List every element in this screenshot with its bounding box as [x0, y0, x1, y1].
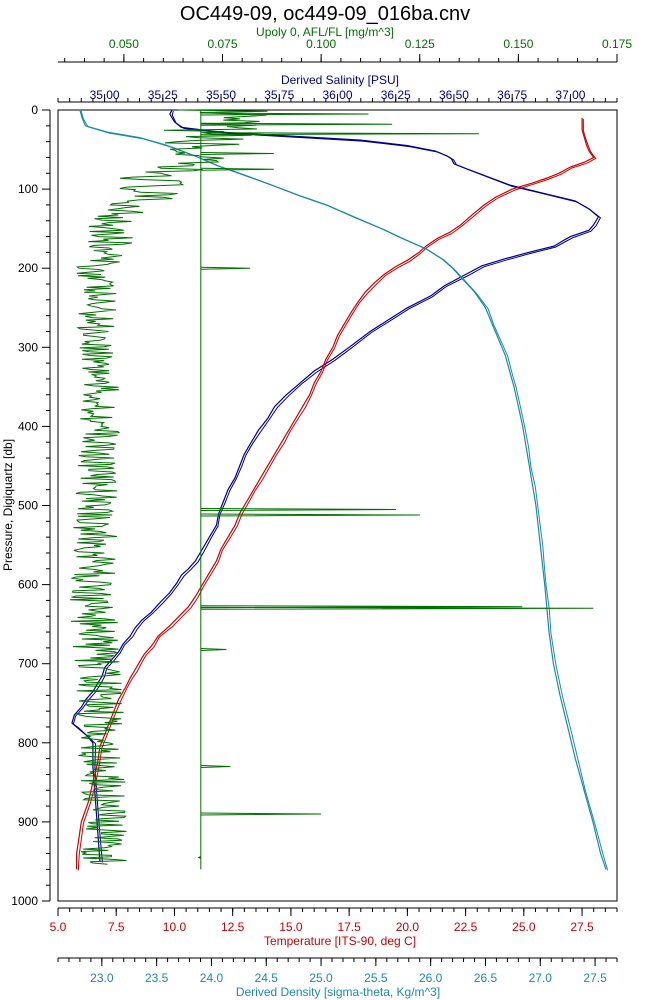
- temperature-profile-line: [76, 117, 595, 870]
- fluorescence-spike: [200, 167, 274, 171]
- chart-title: OC449-09, oc449-09_016ba.cnv: [180, 3, 470, 25]
- density-tick-label: 23.5: [145, 971, 169, 985]
- fluorescence-spike: [197, 856, 202, 859]
- temperature-tick-label: 15.0: [279, 920, 303, 934]
- density-tick-label: 27.0: [529, 971, 553, 985]
- pressure-tick-label: 0: [31, 103, 38, 117]
- temperature-tick-label: 10.0: [163, 920, 187, 934]
- fluorescence-spike: [200, 132, 479, 136]
- density-tick-label: 25.5: [364, 971, 388, 985]
- pressure-tick-label: 400: [18, 419, 38, 433]
- fluorescence-trace: [69, 109, 268, 865]
- density-axis: Derived Density [sigma-theta, Kg/m^3] 23…: [57, 957, 618, 999]
- salinity-axis-title: Derived Salinity [PSU]: [281, 73, 399, 87]
- fluorescence-spike: [200, 765, 231, 768]
- fluorescence-tick-label: 0.075: [207, 37, 237, 51]
- series-layer: [69, 109, 609, 871]
- temperature-tick-label: 27.5: [570, 920, 594, 934]
- temperature-profile-line-second-cast: [77, 118, 597, 871]
- pressure-tick-label: 300: [18, 340, 38, 354]
- temperature-tick-label: 17.5: [337, 920, 361, 934]
- density-axis-title: Derived Density [sigma-theta, Kg/m^3]: [236, 985, 440, 999]
- fluorescence-axis-title: Upoly 0, AFL/FL [mg/m^3]: [256, 25, 394, 39]
- fluorescence-tick-label: 0.175: [602, 37, 632, 51]
- pressure-tick-label: 100: [18, 182, 38, 196]
- density-tick-label: 25.0: [309, 971, 333, 985]
- fluorescence-tick-label: 0.050: [109, 37, 139, 51]
- temperature-axis-title: Temperature [ITS-90, deg C]: [264, 934, 416, 948]
- pressure-tick-label: 900: [18, 815, 38, 829]
- pressure-tick-label: 800: [18, 736, 38, 750]
- fluorescence-spike: [200, 513, 420, 517]
- salinity-tick-label: 36.75: [497, 88, 527, 102]
- fluorescence-tick-label: 0.125: [405, 37, 435, 51]
- fluorescence-axis: Upoly 0, AFL/FL [mg/m^3] 0.050 0.075 0.100…: [58, 25, 632, 63]
- temperature-tick-label: 7.5: [108, 920, 125, 934]
- temperature-tick-label: 12.5: [221, 920, 245, 934]
- salinity-tick-label: 35.25: [148, 88, 178, 102]
- fluorescence-spike: [200, 266, 251, 270]
- fluorescence-spike: [200, 112, 369, 116]
- salinity-tick-label: 36.00: [322, 88, 352, 102]
- salinity-profile-line-second-cast: [72, 110, 602, 863]
- temperature-tick-label: 5.0: [50, 920, 67, 934]
- fluorescence-spike: [200, 508, 397, 511]
- salinity-tick-label: 35.75: [264, 88, 294, 102]
- fluorescence-spike: [200, 606, 594, 610]
- temperature-tick-label: 25.0: [512, 920, 536, 934]
- density-tick-label: 24.0: [200, 971, 224, 985]
- density-profile-line: [79, 109, 607, 870]
- fluorescence-tick-label: 0.100: [306, 37, 336, 51]
- density-tick-label: 26.5: [474, 971, 498, 985]
- fluorescence-spike: [200, 648, 227, 651]
- salinity-tick-label: 37.00: [555, 88, 585, 102]
- pressure-tick-label: 600: [18, 578, 38, 592]
- fluorescence-spike: [200, 152, 274, 155]
- density-profile-line-second-cast: [80, 110, 609, 871]
- density-tick-label: 24.5: [255, 971, 279, 985]
- pressure-axis-title: Pressure, Digiquartz [db]: [1, 439, 15, 571]
- salinity-tick-label: 35.00: [90, 88, 120, 102]
- salinity-tick-label: 35.50: [206, 88, 236, 102]
- density-tick-label: 27.5: [583, 971, 607, 985]
- temperature-tick-label: 20.0: [396, 920, 420, 934]
- salinity-tick-label: 36.50: [439, 88, 469, 102]
- fluorescence-tick-label: 0.150: [503, 37, 533, 51]
- salinity-tick-label: 36.25: [381, 88, 411, 102]
- pressure-tick-label: 500: [18, 499, 38, 513]
- density-tick-label: 26.0: [419, 971, 443, 985]
- salinity-axis: Derived Salinity [PSU] 35.00 35.25 35.50 35…: [57, 73, 618, 103]
- pressure-tick-label: 700: [18, 657, 38, 671]
- salinity-profile-line: [71, 109, 600, 862]
- temperature-tick-label: 22.5: [454, 920, 478, 934]
- pressure-axis: Pressure, Digiquartz [db] 0 100 200 300 400 5…: [1, 103, 51, 908]
- pressure-tick-label: 1000: [11, 894, 38, 908]
- pressure-tick-label: 200: [18, 261, 38, 275]
- fluorescence-spike: [200, 122, 393, 126]
- density-tick-label: 23.0: [90, 971, 114, 985]
- plot-frame: [57, 109, 618, 902]
- fluorescence-spike: [200, 812, 322, 816]
- temperature-axis: Temperature [ITS-90, deg C] 5.0 7.5 10.0 12…: [50, 907, 618, 948]
